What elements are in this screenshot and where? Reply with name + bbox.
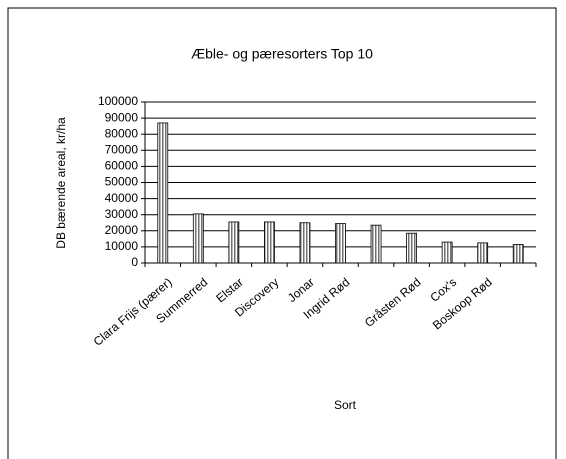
y-tick-label: 10000 — [105, 239, 139, 253]
x-axis-label: Sort — [334, 398, 357, 412]
y-tick-label: 60000 — [105, 159, 139, 173]
bar — [299, 222, 311, 264]
y-tick-label: 90000 — [105, 110, 139, 124]
y-tick-label: 50000 — [105, 175, 139, 189]
bar — [192, 213, 204, 264]
bar — [512, 244, 524, 264]
bar — [406, 232, 417, 264]
y-tick-label: 20000 — [105, 223, 139, 237]
y-tick-label: 100000 — [98, 94, 138, 108]
bar — [441, 241, 453, 264]
y-tick-label: 0 — [131, 255, 138, 269]
y-tick-label: 30000 — [105, 207, 139, 221]
y-axis-label: DB bærende areal, kr/ha — [54, 117, 68, 249]
bar — [157, 122, 169, 264]
bar — [264, 221, 275, 264]
x-tick-label: Gråsten Rød — [362, 275, 424, 330]
bar — [370, 224, 382, 264]
y-tick-label: 70000 — [105, 142, 139, 156]
y-tick-label: 40000 — [105, 191, 139, 205]
bar — [228, 221, 240, 264]
bar — [477, 242, 489, 264]
bar — [335, 223, 346, 264]
chart-border — [7, 7, 557, 459]
y-tick-label: 80000 — [105, 126, 139, 140]
chart-title: Æble- og pæresorters Top 10 — [191, 46, 373, 62]
